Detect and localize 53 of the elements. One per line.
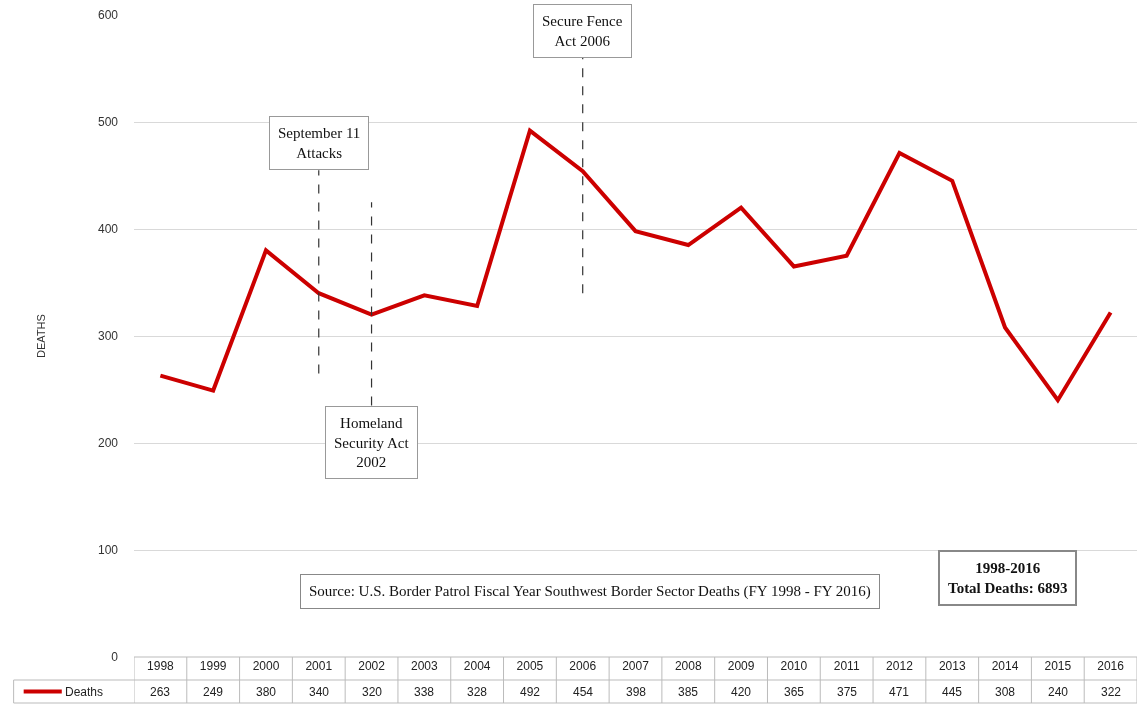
- data-label: 380: [256, 685, 277, 699]
- y-tick-label: 200: [97, 436, 119, 451]
- y-tick-label: 600: [97, 8, 119, 23]
- data-label: 338: [414, 685, 435, 699]
- x-tick-label: 2015: [1044, 659, 1072, 673]
- data-label: 398: [626, 685, 647, 699]
- x-tick-label: 2003: [410, 659, 439, 673]
- y-tick-label: 400: [97, 222, 119, 237]
- data-label: 308: [995, 685, 1016, 699]
- x-tick-label: 2012: [886, 659, 914, 673]
- line-series: [158, 128, 1113, 403]
- data-label: 454: [573, 685, 594, 699]
- ref-line-label: Homeland Security Act 2002: [334, 415, 410, 470]
- x-tick-label: 2002: [358, 659, 386, 673]
- x-tick-label: 2009: [727, 659, 755, 673]
- x-tick-label: 2006: [569, 659, 597, 673]
- x-tick-label: 1998: [147, 659, 175, 673]
- x-tick-label: 2013: [938, 659, 966, 673]
- data-label: 320: [362, 685, 383, 699]
- x-tick-label: 2008: [674, 659, 702, 673]
- y-tick-label: 500: [97, 115, 119, 130]
- x-tick-label: 2007: [622, 659, 650, 673]
- x-tick-label: 2004: [463, 659, 491, 673]
- x-tick-label: 2016: [1097, 659, 1125, 673]
- data-label: 492: [520, 685, 541, 699]
- x-tick-label: 2005: [516, 659, 544, 673]
- data-label: 240: [1048, 685, 1069, 699]
- data-label: 328: [467, 685, 488, 699]
- y-axis-title: DEATHS: [34, 314, 47, 358]
- y-tick-label: 0: [111, 650, 119, 665]
- data-label: 375: [837, 685, 858, 699]
- x-tick-label: 2001: [305, 659, 333, 673]
- data-label: 445: [942, 685, 963, 699]
- data-label: 322: [1101, 685, 1122, 699]
- annotation: 1998-2016 Total Deaths: 6893: [948, 560, 1068, 596]
- data-label: 365: [784, 685, 805, 699]
- data-label: 420: [731, 685, 752, 699]
- data-label: 340: [309, 685, 330, 699]
- data-label: 263: [150, 685, 171, 699]
- x-tick-label: 1999: [199, 659, 227, 673]
- data-label: 385: [678, 685, 699, 699]
- x-tick-label: 2014: [991, 659, 1019, 673]
- ref-line-label: Secure Fence Act 2006: [542, 13, 623, 49]
- data-label: 249: [203, 685, 224, 699]
- ref-line-label: September 11 Attacks: [278, 125, 361, 161]
- data-label: 471: [889, 685, 910, 699]
- y-tick-label: 100: [97, 543, 119, 558]
- x-tick-label: 2000: [252, 659, 280, 673]
- legend-label: Deaths: [65, 685, 104, 699]
- x-tick-label: 2011: [833, 659, 860, 673]
- annotation: Source: U.S. Border Patrol Fiscal Year Southwest Border Sector Deaths (FY 1998 - FY 2016): [309, 583, 871, 600]
- x-tick-label: 2010: [780, 659, 808, 673]
- y-tick-label: 300: [97, 329, 119, 344]
